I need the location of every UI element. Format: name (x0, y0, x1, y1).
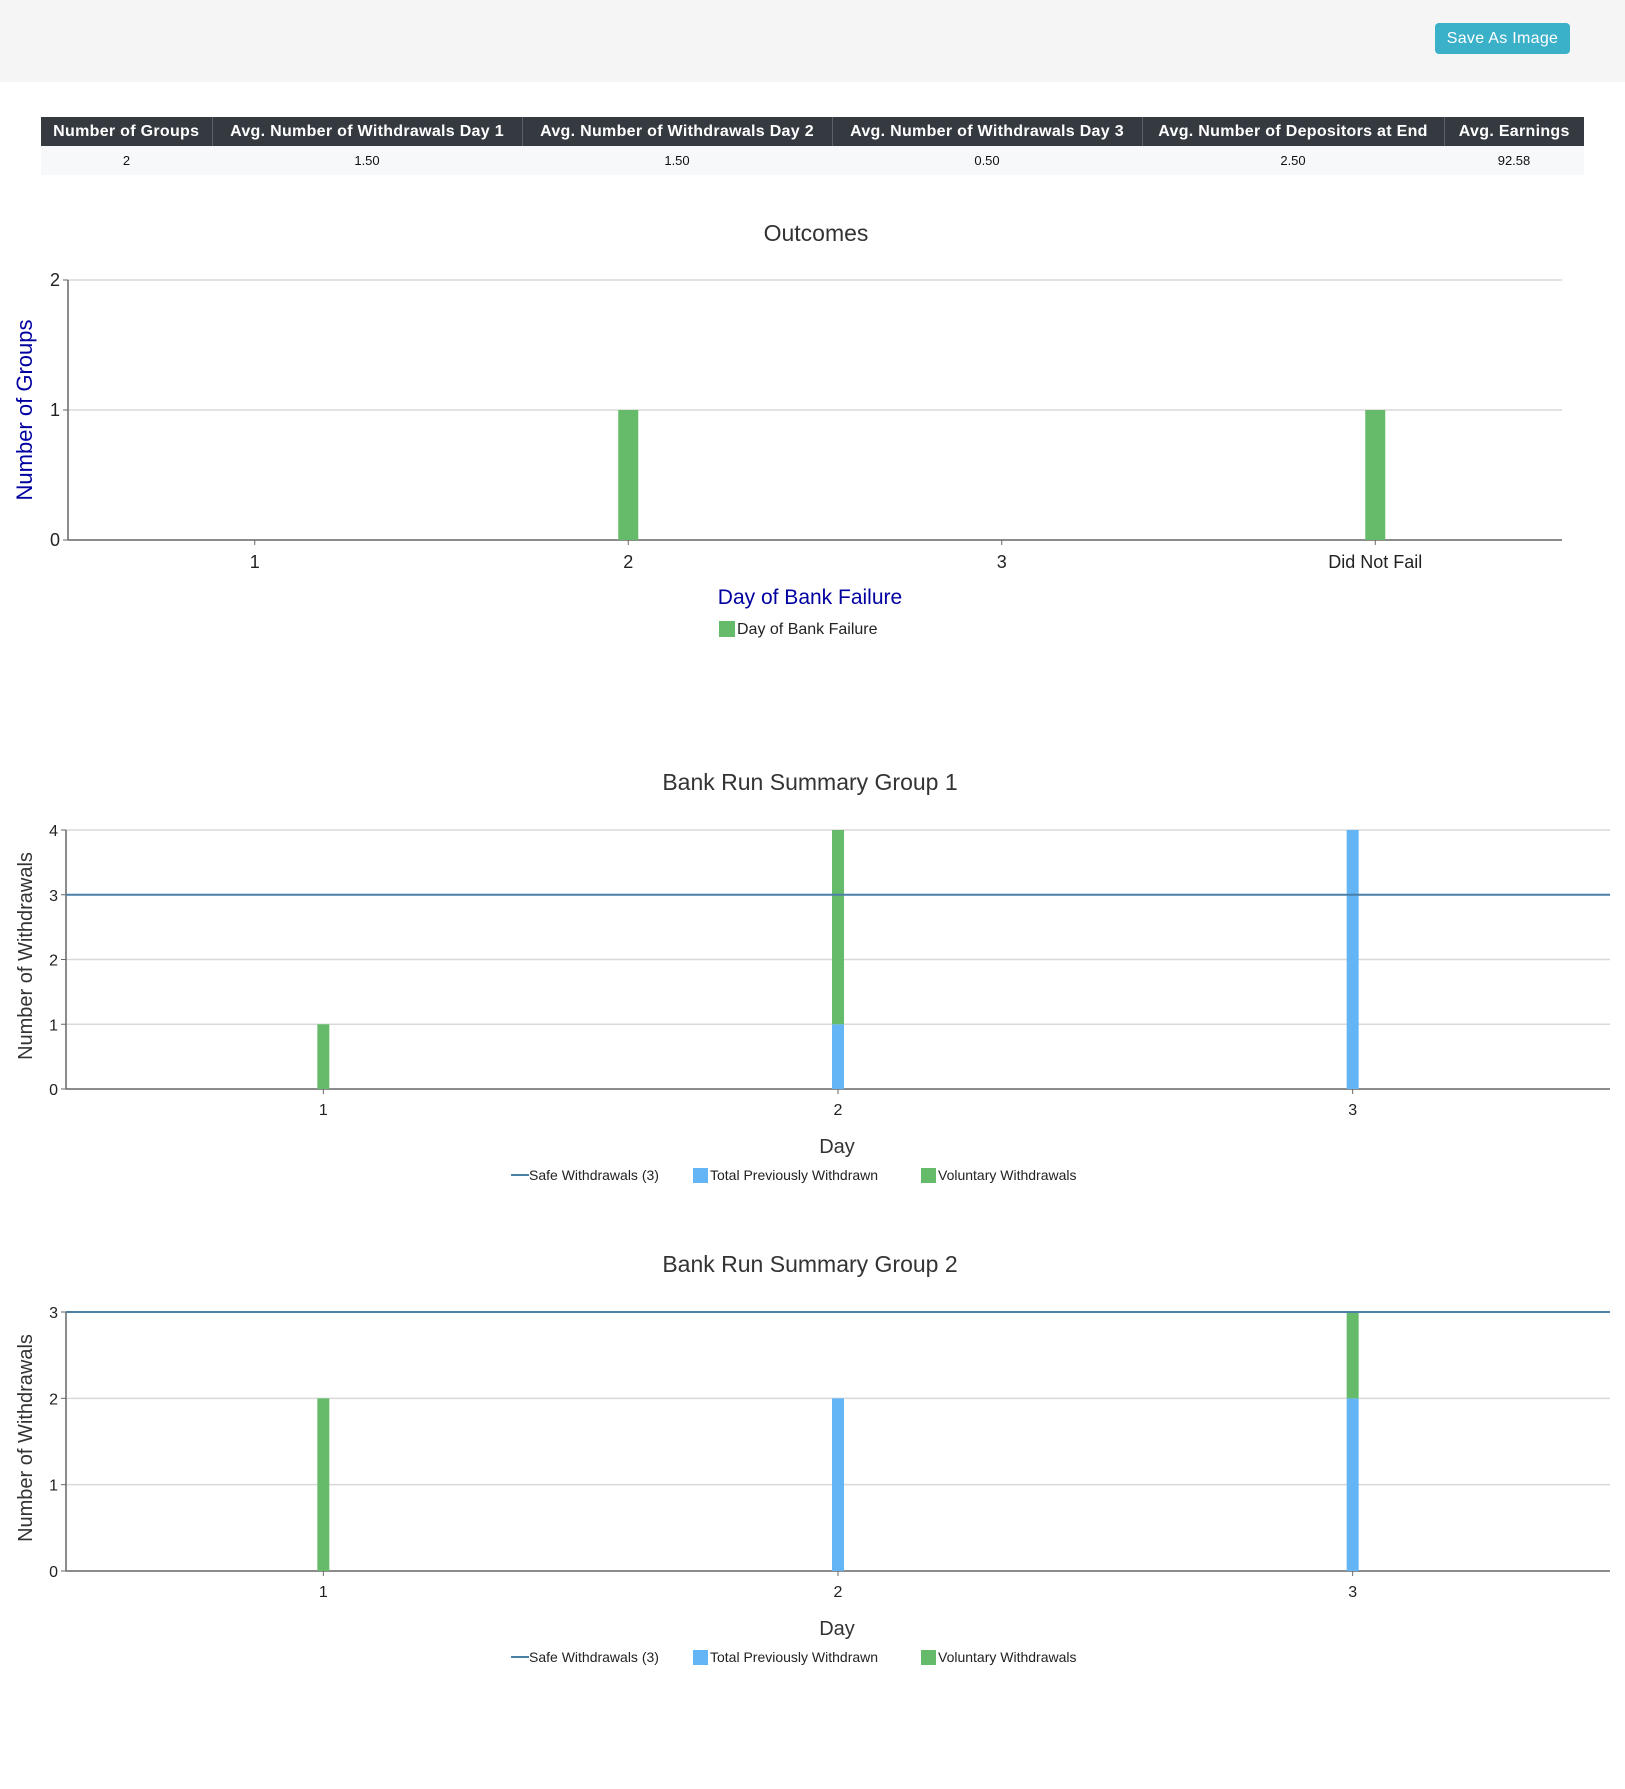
y-tick-label: 0 (50, 530, 60, 550)
x-tick-label: 1 (250, 552, 260, 572)
y-tick-label: 2 (49, 953, 58, 970)
bank-run-summary-group-2-chart: Bank Run Summary Group 2 Number of Withd… (15, 1251, 1610, 1665)
bar-total-previously-withdrawn (832, 1024, 844, 1089)
x-tick-label: 2 (623, 552, 633, 572)
bar-day-of-bank-failure (618, 410, 639, 540)
chart-title: Bank Run Summary Group 2 (662, 1251, 957, 1277)
bar-total-previously-withdrawn (832, 1398, 844, 1571)
x-tick-label: 2 (834, 1584, 843, 1601)
legend-swatch-total-previously-withdrawn (693, 1650, 708, 1665)
x-tick-label: Did Not Fail (1328, 552, 1422, 572)
table-cell: 2 (41, 146, 212, 175)
table-cell: 2.50 (1142, 146, 1444, 175)
outcomes-chart: Outcomes Number of Groups Day of Bank Fa… (12, 220, 1562, 638)
x-tick-label: 3 (1348, 1584, 1357, 1601)
legend-label: Voluntary Withdrawals (938, 1167, 1077, 1183)
x-tick-label: 3 (1348, 1102, 1357, 1119)
x-tick-label: 1 (319, 1584, 328, 1601)
y-axis-label: Number of Withdrawals (15, 1334, 37, 1542)
y-tick-label: 4 (49, 823, 58, 840)
legend-swatch-total-previously-withdrawn (693, 1168, 708, 1183)
plot-area: 0 1 2 3 4 1 2 3 (49, 823, 1610, 1119)
legend-label: Safe Withdrawals (3) (529, 1649, 659, 1665)
header-avg-withdrawals-day-3: Avg. Number of Withdrawals Day 3 (832, 117, 1143, 146)
table-row: 2 1.50 1.50 0.50 2.50 92.58 (41, 146, 1584, 175)
y-axis-label: Number of Withdrawals (15, 852, 37, 1060)
header-avg-earnings: Avg. Earnings (1444, 117, 1584, 146)
chart-title: Bank Run Summary Group 1 (662, 769, 957, 795)
bank-run-summary-group-1-chart: Bank Run Summary Group 1 Number of Withd… (15, 769, 1610, 1183)
legend-swatch-voluntary-withdrawals (921, 1168, 936, 1183)
legend-label: Day of Bank Failure (737, 621, 878, 638)
x-tick-label: 3 (997, 552, 1007, 572)
legend-label: Voluntary Withdrawals (938, 1649, 1077, 1665)
legend-swatch-day-of-bank-failure (719, 621, 735, 637)
legend-label: Safe Withdrawals (3) (529, 1167, 659, 1183)
plot-area: 0 1 2 3 1 2 3 (49, 1305, 1610, 1601)
y-axis-label: Number of Groups (12, 320, 37, 501)
bar-total-previously-withdrawn (1346, 1398, 1359, 1571)
bar-total-previously-withdrawn (1346, 830, 1359, 1089)
plot-area: 0 1 2 1 2 3 Did Not Fail (50, 270, 1562, 572)
header-avg-withdrawals-day-1: Avg. Number of Withdrawals Day 1 (212, 117, 523, 146)
save-as-image-button[interactable]: Save As Image (1435, 23, 1570, 54)
bar-voluntary-withdrawals (317, 1398, 330, 1571)
legend: Safe Withdrawals (3) Total Previously Wi… (511, 1167, 1077, 1183)
chart-title: Outcomes (764, 220, 869, 246)
bar-voluntary-withdrawals (317, 1024, 330, 1089)
summary-table: Number of Groups Avg. Number of Withdraw… (41, 117, 1584, 175)
x-axis-label: Day (819, 1136, 855, 1158)
bar-day-of-bank-failure (1365, 410, 1386, 540)
legend-swatch-voluntary-withdrawals (921, 1650, 936, 1665)
table-cell: 1.50 (522, 146, 832, 175)
legend-label: Total Previously Withdrawn (710, 1649, 878, 1665)
y-tick-label: 1 (50, 400, 60, 420)
table-cell: 0.50 (832, 146, 1142, 175)
header-avg-withdrawals-day-2: Avg. Number of Withdrawals Day 2 (522, 117, 833, 146)
y-tick-label: 1 (49, 1017, 58, 1034)
legend-label: Total Previously Withdrawn (710, 1167, 878, 1183)
legend: Safe Withdrawals (3) Total Previously Wi… (511, 1649, 1077, 1665)
x-tick-label: 1 (319, 1102, 328, 1119)
y-tick-label: 3 (49, 1305, 58, 1322)
x-axis-label: Day (819, 1618, 855, 1640)
y-tick-label: 0 (49, 1564, 58, 1581)
top-toolbar: Save As Image (0, 0, 1625, 82)
bar-voluntary-withdrawals (832, 830, 844, 1025)
table-header-row: Number of Groups Avg. Number of Withdraw… (41, 117, 1584, 146)
header-number-of-groups: Number of Groups (41, 117, 213, 146)
y-tick-label: 0 (49, 1082, 58, 1099)
x-tick-label: 2 (834, 1102, 843, 1119)
table-cell: 1.50 (212, 146, 522, 175)
legend: Day of Bank Failure (719, 621, 878, 638)
table-cell: 92.58 (1444, 146, 1584, 175)
header-avg-depositors-at-end: Avg. Number of Depositors at End (1142, 117, 1445, 146)
y-tick-label: 1 (49, 1478, 58, 1495)
x-axis-label: Day of Bank Failure (718, 586, 902, 609)
y-tick-label: 3 (49, 888, 58, 905)
y-tick-label: 2 (50, 270, 60, 290)
bar-voluntary-withdrawals (1346, 1312, 1359, 1399)
y-tick-label: 2 (49, 1391, 58, 1408)
